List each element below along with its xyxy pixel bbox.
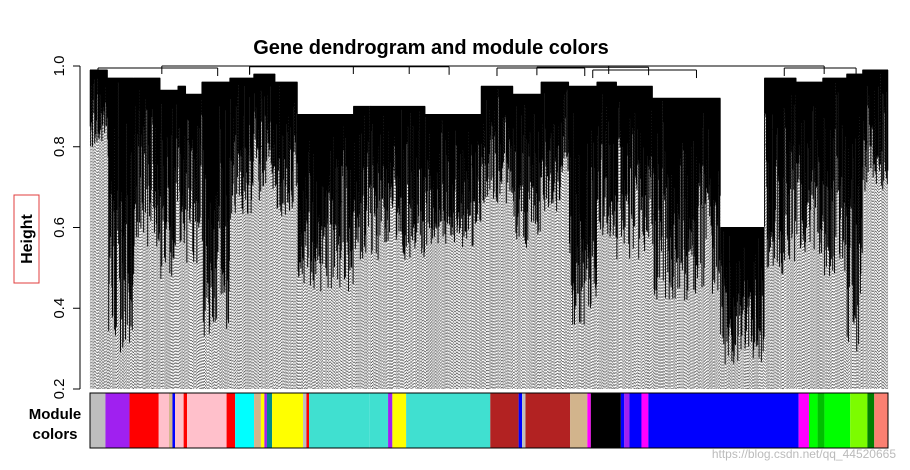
module-colors-label-line1: Module <box>29 406 82 423</box>
dendrogram-cluster <box>862 69 889 389</box>
dendrogram-cluster <box>568 85 598 389</box>
module-color-segment <box>388 393 393 448</box>
module-color-segment <box>226 393 236 448</box>
dendrogram-cluster <box>616 85 653 389</box>
dendrogram-cluster <box>764 77 797 389</box>
y-tick-label: 0.4 <box>51 298 68 319</box>
module-color-segment <box>850 393 868 448</box>
dendrogram-cluster <box>133 77 161 389</box>
module-color-segment <box>874 393 888 448</box>
top-merge <box>97 67 219 77</box>
dendrogram-cluster <box>229 77 254 389</box>
y-axis-label: Height <box>19 213 36 263</box>
module-color-segment <box>172 393 176 448</box>
module-color-segment <box>490 393 519 448</box>
module-color-segment <box>867 393 875 448</box>
module-color-segment <box>105 393 130 448</box>
module-color-segment <box>641 393 649 448</box>
dendrogram-cluster <box>274 81 298 389</box>
top-merge <box>536 66 650 76</box>
dendrogram-cluster <box>822 77 847 389</box>
module-color-bar <box>89 392 889 449</box>
dendrogram-cluster <box>253 73 276 389</box>
dendrogram-cluster <box>353 105 426 389</box>
module-color-segment <box>798 393 809 448</box>
dendrogram-cluster <box>159 89 179 389</box>
dendrogram <box>89 65 889 389</box>
y-tick-label: 1.0 <box>51 56 68 77</box>
module-color-segment <box>518 393 523 448</box>
module-color-segment <box>158 393 170 448</box>
module-color-segment <box>624 393 630 448</box>
module-color-segment <box>235 393 255 448</box>
module-color-segment <box>303 393 307 448</box>
module-color-segment <box>175 393 184 448</box>
module-color-segment <box>570 393 588 448</box>
y-axis-label-group: Height <box>13 194 40 284</box>
module-color-segment <box>187 393 227 448</box>
y-tick-label: 0.2 <box>51 379 68 400</box>
module-color-segment <box>808 393 818 448</box>
module-color-segment <box>306 393 310 448</box>
dendrogram-cluster <box>795 81 823 389</box>
module-color-segment <box>260 393 265 448</box>
dendrogram-cluster <box>107 77 135 389</box>
top-merge <box>496 67 586 77</box>
top-merge <box>249 66 450 75</box>
dendrogram-cluster <box>480 85 514 389</box>
dendrogram-cluster <box>540 81 570 389</box>
y-axis-label-highlight-box <box>13 194 40 284</box>
dendrogram-cluster <box>596 81 617 389</box>
dendrogram-cluster <box>297 113 354 389</box>
top-merge <box>592 69 697 79</box>
module-color-segment <box>629 393 642 448</box>
top-merge <box>783 67 857 77</box>
module-color-segment <box>90 393 106 448</box>
module-color-segment <box>392 393 407 448</box>
module-color-segment <box>183 393 188 448</box>
dendrogram-cluster <box>720 227 765 389</box>
module-color-segment <box>620 393 625 448</box>
dendrogram-cluster <box>652 97 721 389</box>
top-merge <box>408 65 825 74</box>
chart-title: Gene dendrogram and module colors <box>253 37 609 59</box>
module-color-segment <box>590 393 621 448</box>
module-color-segment <box>824 393 851 448</box>
y-tick-label: 0.8 <box>51 136 68 157</box>
dendrogram-cluster <box>185 93 202 389</box>
module-color-segment <box>272 393 304 448</box>
y-tick-label: 0.6 <box>51 217 68 238</box>
dendrogram-cluster <box>512 93 542 389</box>
module-color-segment <box>266 393 273 448</box>
module-color-segment <box>309 393 370 448</box>
module-color-segment <box>169 393 173 448</box>
dendrogram-cluster <box>89 69 108 389</box>
module-color-segment <box>587 393 591 448</box>
y-axis: 0.2 0.4 0.6 0.8 1.0 <box>51 56 81 400</box>
module-color-segment <box>129 393 159 448</box>
dendrogram-cluster <box>846 73 863 389</box>
module-color-segment <box>254 393 261 448</box>
watermark-text: https://blog.csdn.net/qq_44520665 <box>712 447 896 461</box>
dendrogram-cluster <box>177 85 187 389</box>
module-color-segment <box>648 393 799 448</box>
module-colors-label-line2: colors <box>32 426 77 443</box>
module-color-segment <box>522 393 526 448</box>
module-color-segment <box>406 393 491 448</box>
dendrogram-cluster <box>424 113 482 389</box>
module-bar-border <box>89 392 889 449</box>
dendrogram-cluster <box>201 81 230 389</box>
module-color-segment <box>264 393 267 448</box>
module-color-segment <box>369 393 389 448</box>
module-color-segment <box>525 393 571 448</box>
module-color-segment <box>817 393 825 448</box>
